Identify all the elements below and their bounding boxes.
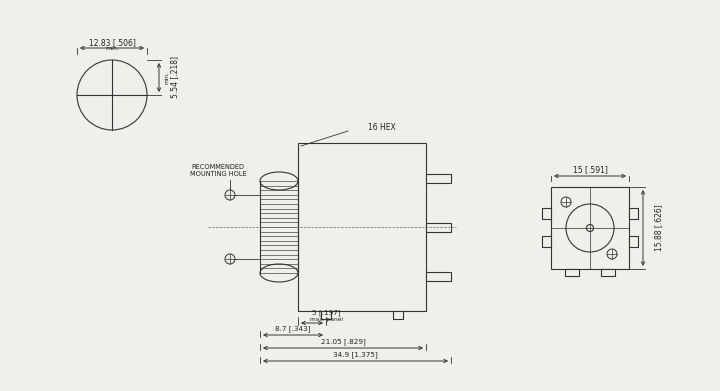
Bar <box>542 236 551 247</box>
Bar <box>551 187 629 269</box>
Text: min.: min. <box>164 71 169 84</box>
Bar <box>565 269 579 276</box>
Ellipse shape <box>260 264 298 282</box>
Bar <box>393 311 403 319</box>
Text: 16 HEX: 16 HEX <box>368 122 396 131</box>
Bar <box>601 269 615 276</box>
Text: 34.9 [1.375]: 34.9 [1.375] <box>333 352 378 359</box>
Bar <box>298 143 426 311</box>
Text: 12.83 [.506]: 12.83 [.506] <box>89 38 135 47</box>
Text: RECOMMENDED: RECOMMENDED <box>192 164 245 170</box>
Circle shape <box>587 224 593 231</box>
Bar <box>426 223 451 232</box>
Text: 5 [.197]: 5 [.197] <box>312 310 341 316</box>
Bar <box>321 311 331 319</box>
Text: 15 [.591]: 15 [.591] <box>572 165 608 174</box>
Bar <box>426 174 451 183</box>
Text: max. panel: max. panel <box>310 316 343 321</box>
Ellipse shape <box>260 172 298 190</box>
Text: MOUNTING HOLE: MOUNTING HOLE <box>189 171 246 177</box>
Text: 5.54 [.218]: 5.54 [.218] <box>171 57 179 99</box>
Bar <box>629 236 638 247</box>
Bar <box>426 272 451 281</box>
Bar <box>629 208 638 219</box>
Bar <box>542 208 551 219</box>
Text: 15.88 [.626]: 15.88 [.626] <box>654 204 664 251</box>
Circle shape <box>77 60 147 130</box>
Text: 21.05 [.829]: 21.05 [.829] <box>320 339 365 345</box>
Circle shape <box>566 204 614 252</box>
Text: min.: min. <box>105 45 119 50</box>
Text: 8.7 [.343]: 8.7 [.343] <box>275 326 311 332</box>
